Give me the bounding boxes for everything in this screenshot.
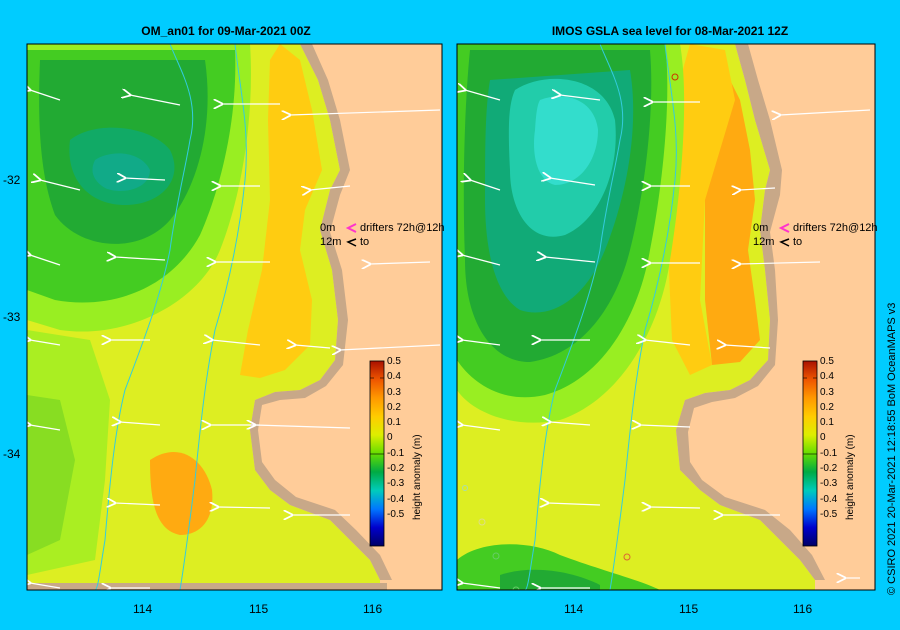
- x-tick-label: 114: [564, 602, 584, 616]
- river-line: [179, 44, 247, 590]
- right-colorbar-ticks: 0.5 0.4 0.3 0.2 0.1 0 -0.1 -0.2 -0.3 -0.…: [820, 354, 837, 522]
- x-tick-label: 116: [793, 602, 813, 616]
- depth-label-0m: 0m: [320, 222, 336, 234]
- left-map-frame: [26, 43, 443, 591]
- drifter-legend-line1: drifters 72h@12h: [360, 222, 445, 234]
- drifter-marker: [492, 552, 500, 560]
- colorbar-tick: -0.4: [820, 493, 838, 505]
- colorbar-tick: -0.2: [387, 463, 405, 475]
- y-tick-label: -33: [3, 310, 21, 324]
- left-colorbar-label: height anomaly (m): [412, 434, 423, 520]
- y-tick-label: -34: [3, 447, 21, 461]
- drifter-end-glyph: [346, 238, 357, 247]
- credit-text: © CSIRO 2021 20-Mar-2021 12:18:55 BoM Oc…: [886, 302, 898, 595]
- left-map-title: OM_an01 for 09-Mar-2021 00Z: [141, 24, 311, 38]
- right-colorbar: [802, 360, 818, 547]
- drifter-legend-line2: to: [793, 236, 803, 248]
- drifter-marker: [623, 553, 631, 561]
- river-line: [609, 44, 677, 590]
- drifter-end-glyph: [779, 238, 790, 247]
- colorbar-tick: -0.3: [387, 478, 405, 490]
- x-tick-label: 116: [363, 602, 383, 616]
- colorbar-tick: -0.5: [387, 508, 405, 520]
- right-colorbar-label: height anomaly (m): [845, 434, 856, 520]
- river-line: [94, 44, 194, 590]
- drifter-start-glyph: [778, 223, 790, 233]
- eddy-warm: [150, 451, 213, 535]
- right-map-frame: [456, 43, 876, 591]
- drifter-marker: [671, 73, 679, 81]
- y-tick-label: -32: [3, 173, 21, 187]
- drifter-legend-line2: to: [360, 236, 370, 248]
- colorbar-tick: 0.5: [387, 356, 401, 367]
- drifter-marker: [462, 485, 468, 491]
- colorbar-tick: 0.1: [820, 417, 834, 429]
- river-line: [524, 44, 624, 590]
- depth-label-12m: 12m: [320, 236, 342, 248]
- colorbar-tick: 0.4: [387, 371, 401, 383]
- colorbar-tick: 0.1: [387, 417, 401, 429]
- x-tick-label: 114: [133, 602, 153, 616]
- colorbar-tick: -0.2: [820, 463, 838, 475]
- colorbar-tick: 0.4: [820, 371, 834, 383]
- colorbar-tick: 0: [820, 432, 826, 444]
- left-colorbar: [369, 360, 385, 547]
- drifter-legend-line1: drifters 72h@12h: [793, 222, 878, 234]
- drifter-marker: [478, 518, 486, 526]
- right-map: [457, 44, 875, 590]
- depth-label-12m: 12m: [753, 236, 775, 248]
- colorbar-tick: -0.5: [820, 508, 838, 520]
- colorbar-tick: 0.2: [387, 401, 401, 413]
- colorbar-tick: -0.1: [387, 447, 405, 459]
- colorbar-tick: 0.5: [820, 356, 834, 367]
- drifter-start-glyph: [345, 223, 357, 233]
- colorbar-tick: 0.3: [387, 386, 401, 398]
- right-map-title: IMOS GSLA sea level for 08-Mar-2021 12Z: [551, 24, 789, 38]
- x-tick-label: 115: [679, 602, 699, 616]
- x-tick-label: 115: [249, 602, 269, 616]
- colorbar-tick: 0: [387, 432, 393, 444]
- colorbar-tick: 0.3: [820, 386, 834, 398]
- drifter-marker: [512, 586, 520, 590]
- colorbar-tick: -0.3: [820, 478, 838, 490]
- colorbar-tick: -0.1: [820, 447, 838, 459]
- colorbar-tick: 0.2: [820, 401, 834, 413]
- depth-label-0m: 0m: [753, 222, 769, 234]
- left-colorbar-ticks: 0.5 0.4 0.3 0.2 0.1 0 -0.1 -0.2 -0.3 -0.…: [387, 354, 404, 522]
- colorbar-tick: -0.4: [387, 493, 405, 505]
